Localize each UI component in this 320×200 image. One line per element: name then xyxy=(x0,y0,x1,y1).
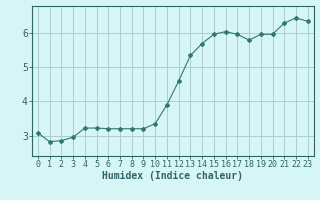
X-axis label: Humidex (Indice chaleur): Humidex (Indice chaleur) xyxy=(102,171,243,181)
